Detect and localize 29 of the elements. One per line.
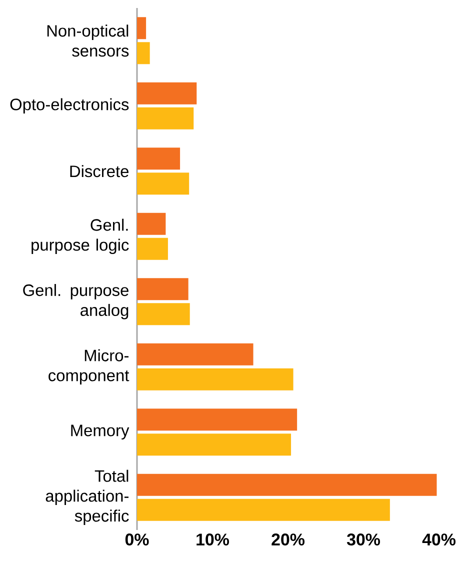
x-tick-label: 30% [346,534,380,546]
y-tick-label: Micro-component [48,349,130,384]
y-tick-label: Discrete [70,165,128,178]
x-tick-label: 40% [422,534,456,546]
bar [137,434,292,456]
x-tick-label: 10% [196,534,229,546]
bar [137,498,390,521]
bar [137,148,180,170]
bar [137,17,146,40]
bar [137,82,197,104]
x-tick-label: 20% [272,534,304,546]
y-tick-label: Memory [71,424,130,440]
bar [137,172,190,195]
bar [137,368,294,390]
bar [137,303,190,326]
bar [137,278,188,300]
y-tick-label: Non-optical sensors [47,24,129,57]
x-tick-label: 0% [125,534,149,546]
y-tick-label: Total application-specific [46,470,129,525]
bar [137,107,194,130]
bar [137,238,168,260]
bar [137,408,298,431]
bar [137,42,150,64]
y-tick-label: Genl. purpose logic [32,218,129,254]
y-tick-label: Opto-electronics [10,98,129,114]
bar [137,212,166,235]
bar [137,474,437,496]
y-tick-label: Genl. purpose analog [23,284,128,320]
bar [137,343,254,366]
